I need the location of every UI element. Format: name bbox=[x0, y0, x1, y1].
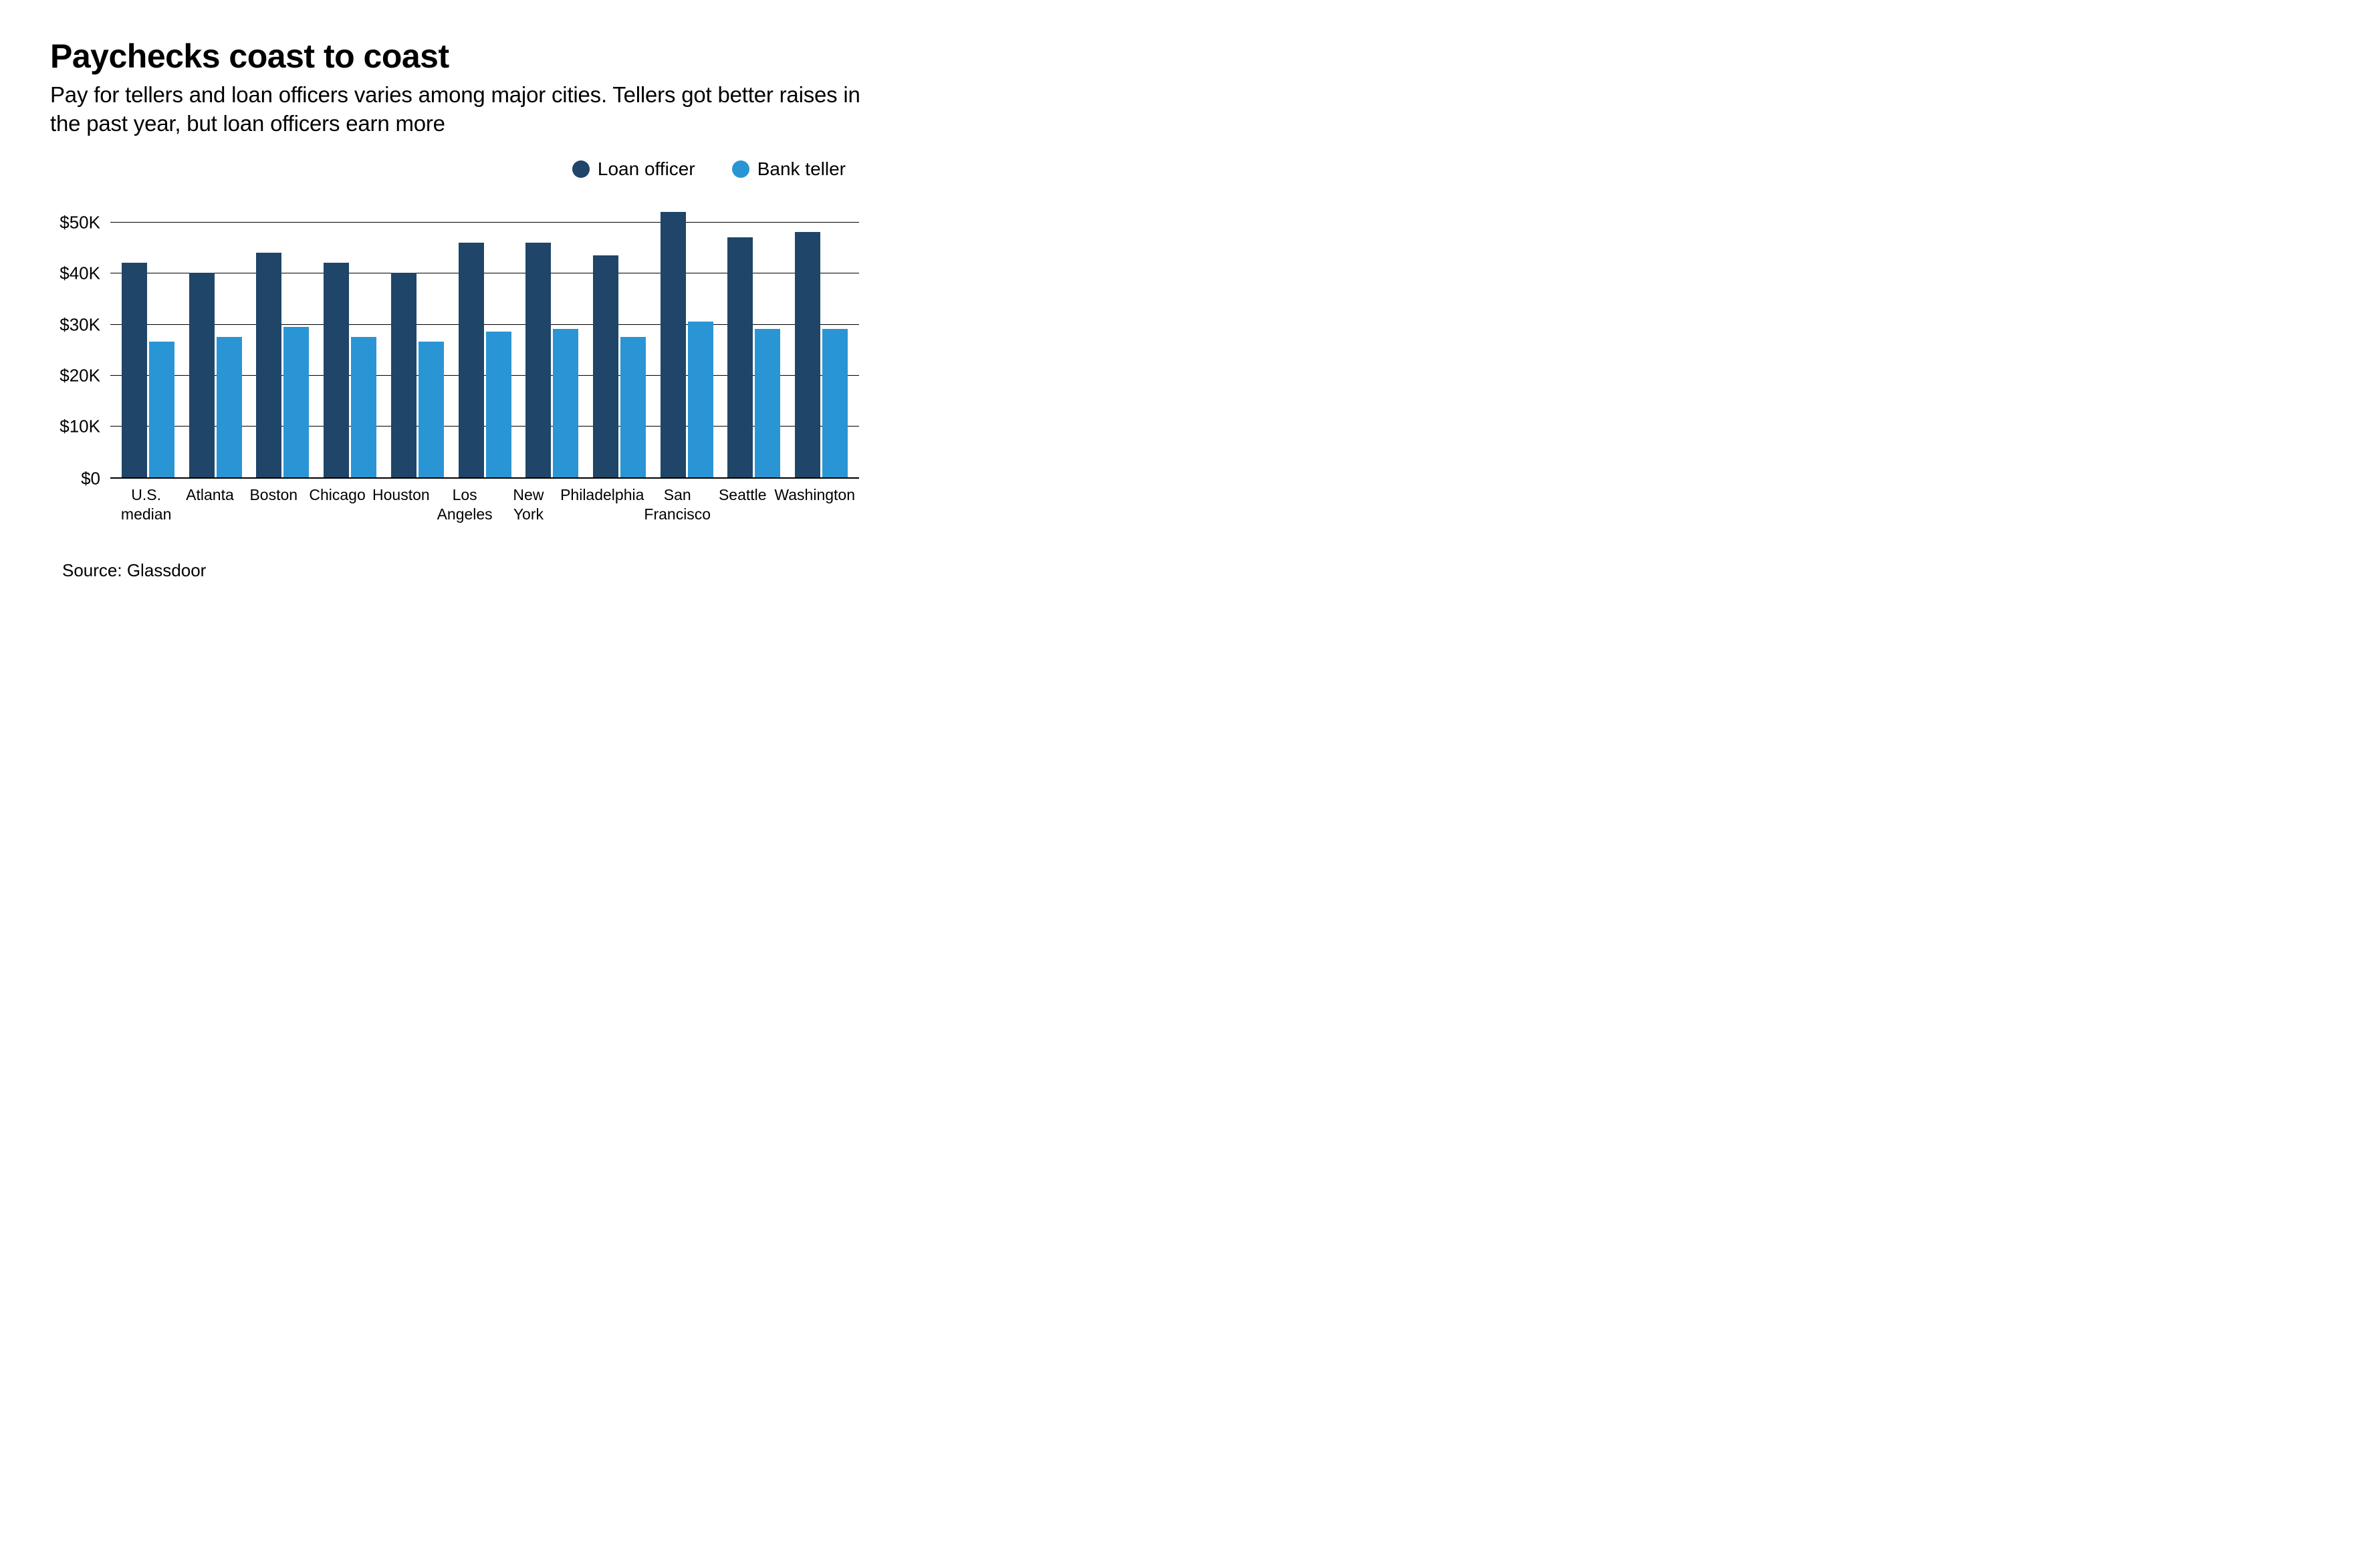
y-axis-label: $10K bbox=[60, 416, 110, 437]
bar bbox=[661, 212, 686, 477]
y-axis-label: $20K bbox=[60, 366, 110, 386]
bar bbox=[486, 332, 511, 477]
y-axis-label: $30K bbox=[60, 314, 110, 335]
x-axis-label: Washington bbox=[774, 485, 855, 524]
bar-group bbox=[249, 197, 316, 477]
chart-container: Paychecks coast to coast Pay for tellers… bbox=[0, 0, 916, 608]
bar bbox=[459, 243, 484, 477]
bar bbox=[620, 337, 646, 477]
bar bbox=[391, 273, 416, 477]
bar bbox=[593, 255, 618, 477]
bar bbox=[419, 342, 444, 477]
bar-group bbox=[788, 197, 855, 477]
x-axis-label: Philadelphia bbox=[560, 485, 644, 524]
bar-group bbox=[451, 197, 519, 477]
x-axis-label: Los Angeles bbox=[433, 485, 496, 524]
legend-item-loan-officer: Loan officer bbox=[572, 158, 695, 180]
y-axis-label: $50K bbox=[60, 212, 110, 233]
legend: Loan officer Bank teller bbox=[50, 158, 866, 180]
bar bbox=[553, 329, 578, 477]
bar bbox=[283, 327, 309, 477]
legend-swatch-bank-teller bbox=[732, 160, 749, 178]
bars-row bbox=[110, 197, 859, 477]
bar-group bbox=[114, 197, 182, 477]
x-axis-label: New York bbox=[497, 485, 560, 524]
x-axis-label: Chicago bbox=[306, 485, 369, 524]
bar-group bbox=[182, 197, 249, 477]
x-axis-labels: U.S. medianAtlantaBostonChicagoHoustonLo… bbox=[110, 477, 859, 524]
bar bbox=[822, 329, 848, 477]
chart-title: Paychecks coast to coast bbox=[50, 37, 866, 76]
bar bbox=[755, 329, 780, 477]
x-axis-label: Boston bbox=[242, 485, 306, 524]
bar bbox=[324, 263, 349, 477]
bar-group bbox=[316, 197, 384, 477]
legend-label-loan-officer: Loan officer bbox=[598, 158, 695, 180]
bar-group bbox=[586, 197, 653, 477]
legend-item-bank-teller: Bank teller bbox=[732, 158, 846, 180]
y-axis-label: $0 bbox=[81, 468, 110, 489]
bar bbox=[795, 232, 820, 477]
x-axis-label: Seattle bbox=[711, 485, 774, 524]
bar-group bbox=[721, 197, 788, 477]
bar bbox=[217, 337, 242, 477]
x-axis-label: Houston bbox=[369, 485, 433, 524]
y-axis-label: $40K bbox=[60, 263, 110, 284]
bar bbox=[351, 337, 376, 477]
gridline: $0 bbox=[110, 477, 859, 479]
chart-subtitle: Pay for tellers and loan officers varies… bbox=[50, 81, 866, 138]
bar bbox=[122, 263, 147, 477]
bar-group bbox=[653, 197, 721, 477]
source-attribution: Source: Glassdoor bbox=[62, 560, 866, 581]
legend-swatch-loan-officer bbox=[572, 160, 590, 178]
x-axis-label: San Francisco bbox=[644, 485, 711, 524]
bar bbox=[149, 342, 174, 477]
bar bbox=[727, 237, 753, 477]
x-axis-label: U.S. median bbox=[114, 485, 178, 524]
bar bbox=[256, 253, 281, 477]
legend-label-bank-teller: Bank teller bbox=[757, 158, 846, 180]
plot-area: $0$10K$20K$30K$40K$50K bbox=[110, 197, 859, 477]
bar bbox=[189, 273, 215, 477]
bar-group bbox=[384, 197, 451, 477]
bar bbox=[688, 322, 713, 477]
bar-group bbox=[518, 197, 586, 477]
x-axis-label: Atlanta bbox=[178, 485, 241, 524]
bar bbox=[525, 243, 551, 477]
